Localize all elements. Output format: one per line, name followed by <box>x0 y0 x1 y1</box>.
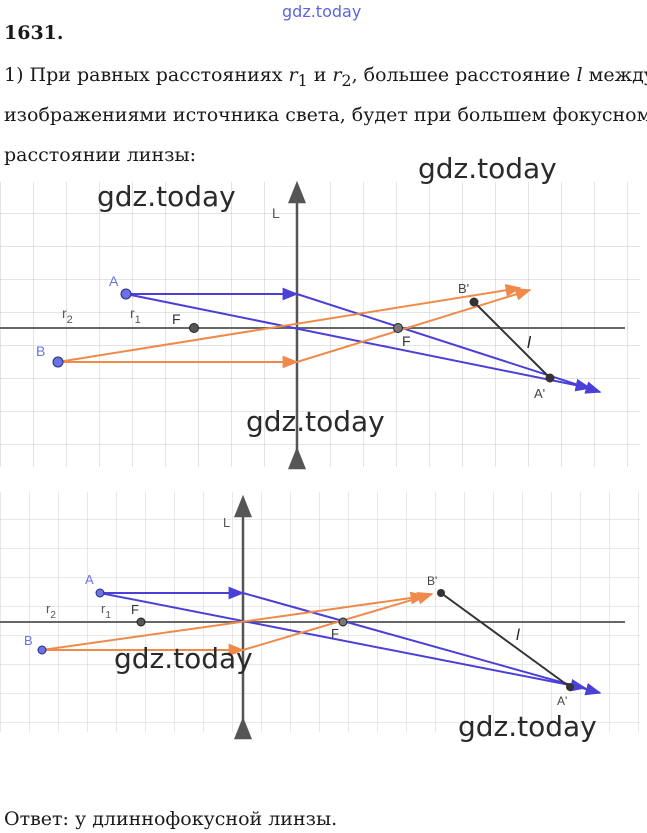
r2-subscript: 2 <box>341 70 352 90</box>
problem-line-3: расстоянии линзы: <box>4 144 197 166</box>
r2-symbol: r <box>332 64 342 86</box>
label-f-right-2: F <box>331 626 339 641</box>
label-lens-2: L <box>223 515 230 530</box>
label-l-2: l <box>516 627 520 644</box>
focus-left-1 <box>189 323 199 333</box>
lens-diagram-1: L A B r2 r1 F F B' A' l <box>0 180 640 470</box>
label-r2-2: r2 <box>46 601 56 621</box>
label-b-image-2: B' <box>427 574 437 588</box>
label-l-1: l <box>527 333 532 352</box>
point-b-image-2 <box>437 589 445 597</box>
label-b-1: B <box>36 343 45 359</box>
watermark-top: gdz.today <box>282 2 362 21</box>
grid-2 <box>0 492 640 732</box>
point-a-2 <box>95 588 105 598</box>
ray-b-center <box>57 283 522 363</box>
focus-right-1 <box>393 323 403 333</box>
watermark-1: gdz.today <box>418 152 557 185</box>
point-b-1 <box>52 356 64 368</box>
point-a-1 <box>120 288 132 300</box>
label-a-image-1: A' <box>534 386 545 401</box>
label-lens-1: L <box>272 205 280 221</box>
watermark-3: gdz.today <box>246 405 385 438</box>
label-b-2: B <box>24 633 33 648</box>
ray-b-refracted-2 <box>242 591 434 651</box>
point-b-2 <box>37 645 47 655</box>
distance-l-2 <box>440 592 571 688</box>
watermark-5: gdz.today <box>458 710 597 743</box>
point-a-image-2 <box>566 683 574 691</box>
point-a-image-1 <box>545 373 555 383</box>
grid-1 <box>0 182 640 467</box>
label-r1-2: r1 <box>101 601 111 621</box>
text-and: и <box>307 64 333 86</box>
label-r1-1: r1 <box>130 305 141 326</box>
focus-left-2 <box>136 617 146 627</box>
ray-b-center-2 <box>41 591 427 651</box>
r1-symbol: r <box>288 64 298 86</box>
label-b-image-1: B' <box>458 281 469 296</box>
text-part-1: 1) При равных расстояниях <box>4 64 289 86</box>
distance-l-1 <box>473 301 551 379</box>
answer-text: Ответ: у длиннофокусной линзы. <box>4 808 338 830</box>
focus-right-2 <box>338 617 348 627</box>
l-symbol: l <box>576 64 583 86</box>
problem-number-value: 1631 <box>4 22 57 44</box>
watermark-4: gdz.today <box>114 642 253 675</box>
watermark-2: gdz.today <box>97 180 236 213</box>
lens-diagram-2: L A B r2 r1 F F B' A' l <box>0 492 640 740</box>
text-part-3: между <box>588 64 647 86</box>
label-a-1: A <box>109 273 119 289</box>
ray-a-center <box>125 293 592 392</box>
problem-line-1: 1) При равных расстояниях r1 и r2, больш… <box>4 64 647 90</box>
label-a-2: A <box>85 572 94 587</box>
ray-b-refracted <box>296 288 532 363</box>
r1-subscript: 1 <box>297 70 308 90</box>
label-f-left-2: F <box>131 602 139 617</box>
ray-a-refracted-2 <box>242 592 602 696</box>
text-part-2: , большее расстояние <box>351 64 577 86</box>
label-f-right-1: F <box>402 333 411 349</box>
label-f-left-1: F <box>172 311 181 327</box>
problem-number: 1631. <box>4 22 64 44</box>
ray-a-center-2 <box>99 592 587 692</box>
label-r2-1: r2 <box>62 305 73 326</box>
point-b-image-1 <box>469 297 479 307</box>
label-a-image-2: A' <box>557 694 567 708</box>
problem-line-2: изображениями источника света, будет при… <box>4 104 647 126</box>
